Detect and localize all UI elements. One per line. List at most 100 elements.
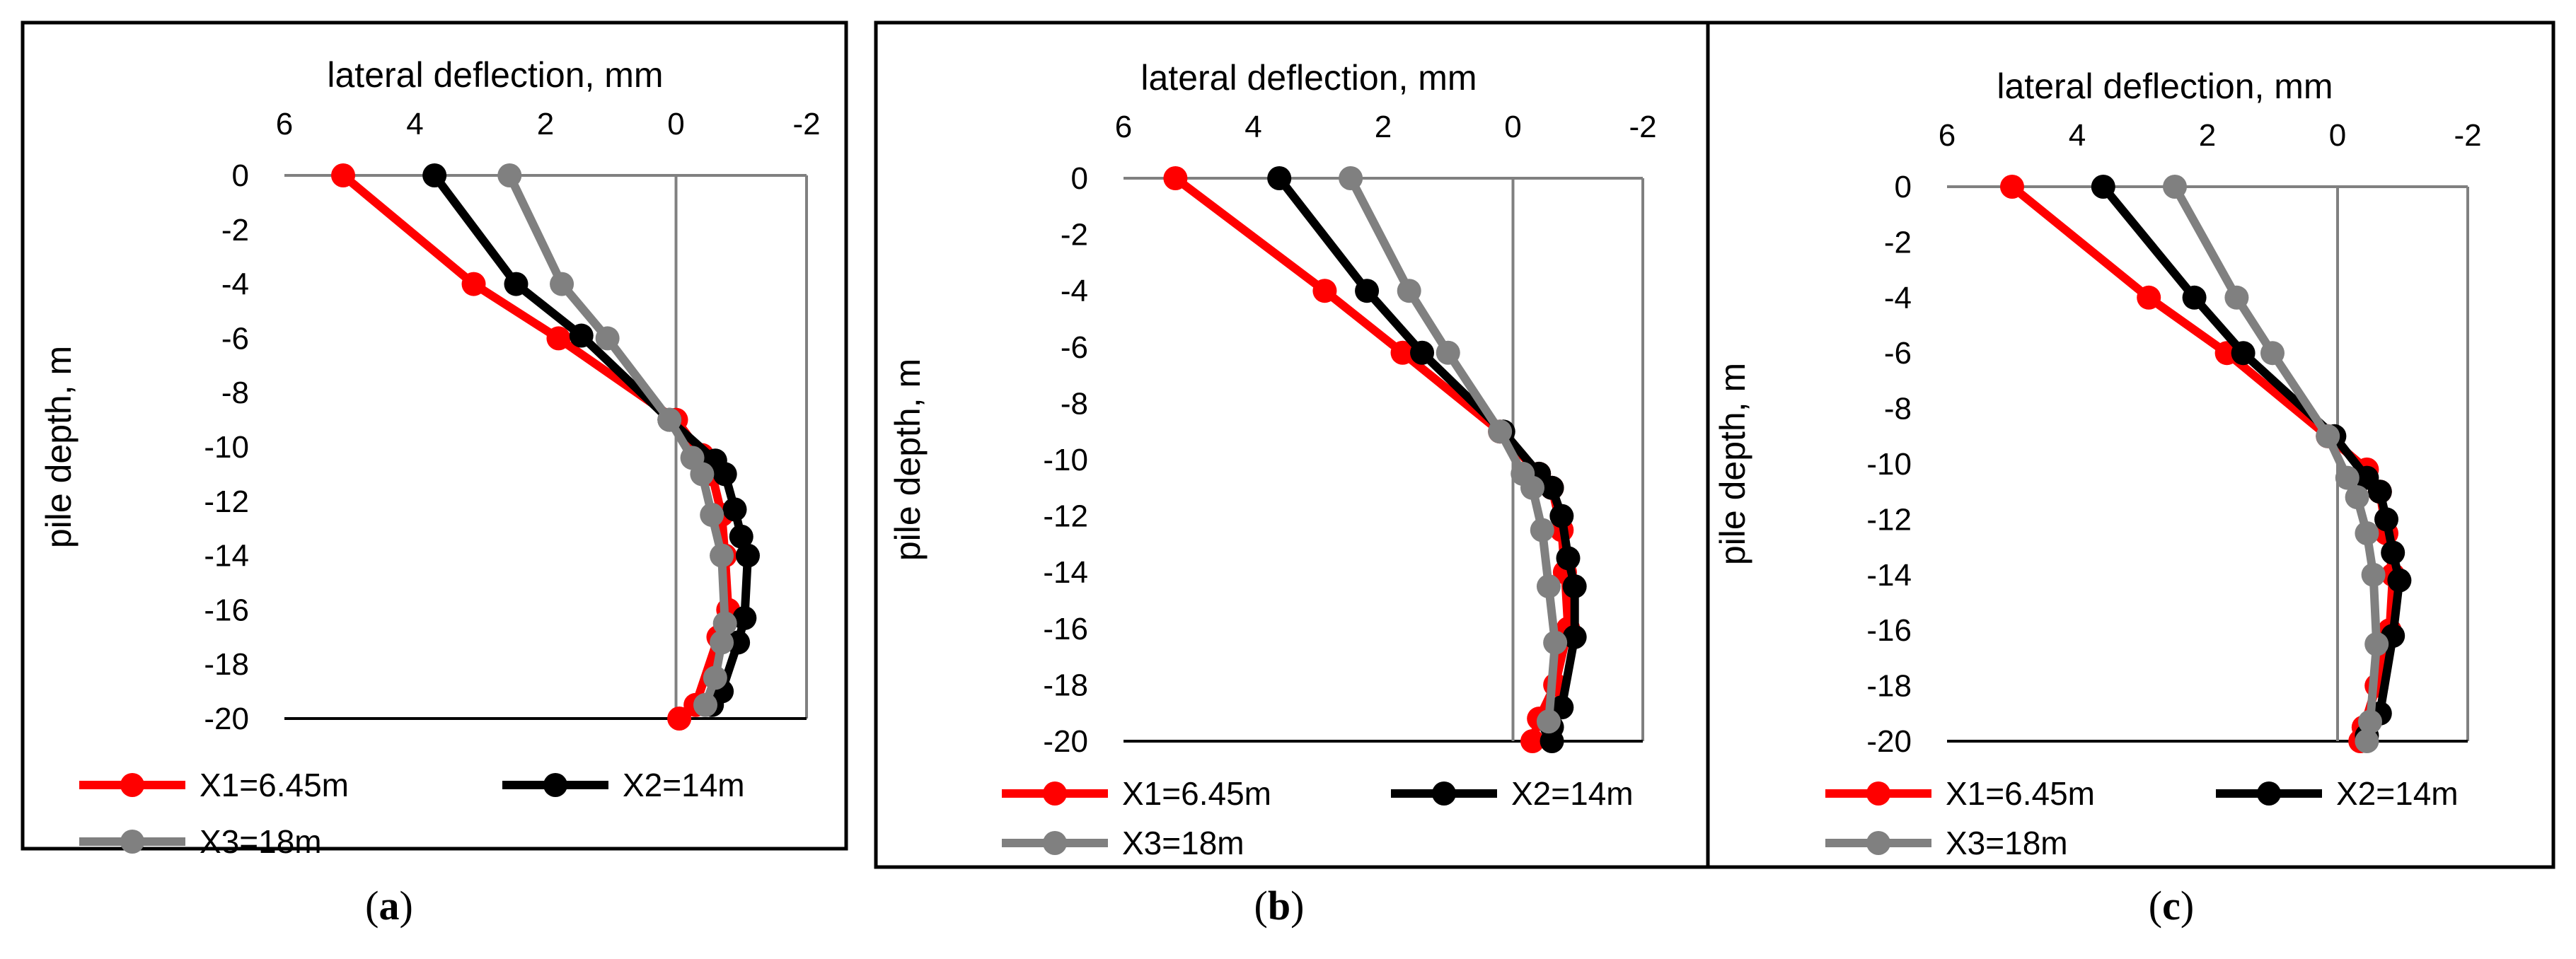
legend-label: X2=14m — [1511, 775, 1634, 812]
y-tick-label: -6 — [1884, 336, 1912, 371]
legend-item-3: X3=18m — [1825, 825, 2068, 861]
series-3 — [2163, 175, 2389, 753]
y-tick-label: -12 — [204, 484, 249, 519]
y-tick-label: -16 — [1866, 613, 1912, 648]
data-point — [569, 323, 594, 348]
y-tick-label: -6 — [1061, 330, 1088, 365]
x-tick-label: 0 — [667, 107, 684, 141]
y-tick-label: -14 — [204, 539, 249, 574]
legend-swatch-marker — [543, 773, 567, 797]
data-point — [2367, 480, 2392, 504]
y-tick-label: -6 — [221, 321, 249, 356]
data-point — [331, 163, 356, 187]
legend-item-1: X1=6.45m — [1825, 775, 2095, 812]
y-tick-label: -18 — [204, 647, 249, 682]
y-tick-label: 0 — [232, 158, 249, 193]
data-point — [2224, 285, 2249, 310]
x-tick-label: 2 — [2199, 118, 2216, 153]
data-point — [2137, 285, 2161, 310]
data-point — [1410, 340, 1435, 365]
legend-item-2: X2=14m — [502, 767, 745, 803]
legend-item-2: X2=14m — [2216, 775, 2459, 812]
y-tick-label: 0 — [1071, 161, 1088, 196]
legend-swatch-marker — [1866, 831, 1890, 855]
y-tick-label: 0 — [1895, 170, 1912, 204]
data-point — [712, 611, 737, 636]
x-tick-label: 4 — [406, 107, 423, 141]
data-point — [2000, 175, 2024, 199]
data-point — [2163, 175, 2187, 199]
y-tick-label: -10 — [1866, 447, 1912, 482]
legend-swatch-marker — [1432, 781, 1456, 806]
x-tick-label: 0 — [1504, 110, 1521, 144]
legend-swatch-marker — [120, 773, 144, 797]
legend-label: X2=14m — [623, 767, 745, 803]
y-axis-title: pile depth, m — [888, 359, 928, 561]
data-point — [710, 630, 734, 655]
data-point — [1540, 475, 1564, 500]
series-3 — [497, 163, 737, 717]
data-point — [1543, 630, 1568, 655]
x-tick-label: -2 — [792, 107, 820, 141]
data-point — [2316, 424, 2340, 448]
x-tick-label: 2 — [537, 107, 554, 141]
y-tick-label: -10 — [204, 430, 249, 465]
data-point — [667, 707, 692, 731]
data-point — [595, 326, 620, 351]
y-tick-label: -2 — [1061, 218, 1088, 252]
data-point — [2374, 507, 2398, 532]
panel-caption: (b) — [1254, 883, 1305, 929]
caption-close: ) — [400, 883, 413, 929]
y-tick-label: -14 — [1043, 555, 1088, 590]
legend-label: X1=6.45m — [1946, 775, 2095, 812]
x-axis-title: lateral deflection, mm — [1140, 58, 1477, 98]
legend-swatch-marker — [120, 830, 144, 854]
data-point — [735, 543, 760, 568]
y-tick-label: -16 — [1043, 612, 1088, 646]
caption-letter: c — [2162, 883, 2181, 929]
legend-item-3: X3=18m — [79, 823, 322, 860]
y-tick-label: -12 — [1043, 499, 1088, 534]
legend: X1=6.45m X2=14m X3=18m — [1002, 775, 1634, 861]
y-tick-label: -14 — [1866, 558, 1912, 593]
data-point — [1390, 340, 1415, 365]
data-point — [1397, 279, 1421, 303]
x-tick-label: 6 — [1115, 110, 1132, 144]
panel-caption: (a) — [365, 883, 413, 929]
x-tick-label: -2 — [1629, 110, 1656, 144]
legend-swatch-marker — [1043, 781, 1067, 806]
legend-label: X1=6.45m — [1122, 775, 1271, 812]
y-tick-label: -2 — [221, 213, 249, 248]
x-tick-label: 6 — [1939, 118, 1956, 153]
chart-panel-b: 6 4 2 0 -20-2-4-6-8-10-12-14-16-18-20lateral… — [888, 58, 1657, 929]
legend-swatch-marker — [1043, 831, 1067, 855]
y-tick-label: -12 — [1866, 502, 1912, 537]
legend-item-1: X1=6.45m — [79, 767, 349, 803]
data-point — [1562, 624, 1587, 649]
data-point — [729, 524, 753, 549]
chart-panel-a: 6 4 2 0 -20-2-4-6-8-10-12-14-16-18-20lateral… — [39, 55, 821, 929]
legend-swatch-marker — [2257, 781, 2281, 806]
data-point — [1536, 574, 1561, 599]
y-tick-label: -4 — [1884, 281, 1912, 315]
caption-open: ( — [365, 883, 379, 929]
data-point — [1549, 504, 1574, 528]
y-tick-label: -8 — [221, 376, 249, 410]
data-point — [1312, 279, 1337, 303]
y-tick-label: -20 — [204, 702, 249, 736]
y-tick-label: -20 — [1866, 724, 1912, 759]
data-point — [550, 272, 574, 296]
legend-label: X3=18m — [1946, 825, 2068, 861]
x-tick-label: 0 — [2329, 118, 2346, 153]
data-point — [712, 462, 737, 487]
y-axis-title: pile depth, m — [1713, 363, 1752, 565]
data-point — [1540, 729, 1564, 753]
data-point — [504, 272, 529, 296]
data-point — [461, 272, 486, 296]
y-tick-label: -8 — [1061, 386, 1088, 421]
series-3 — [1339, 166, 1568, 734]
data-point — [2091, 175, 2115, 199]
data-point — [703, 666, 727, 690]
caption-open: ( — [2149, 883, 2162, 929]
y-tick-label: -4 — [221, 267, 249, 302]
